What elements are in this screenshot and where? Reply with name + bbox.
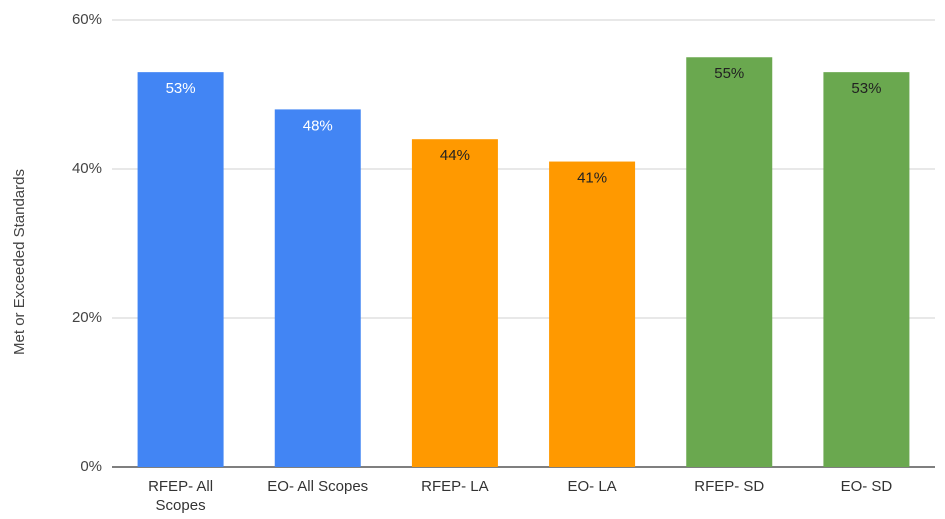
x-tick-label: RFEP- LA [421, 478, 489, 495]
data-label: 53% [166, 80, 196, 97]
y-tick-label: 20% [72, 309, 102, 326]
data-label: 48% [303, 117, 333, 134]
bar [823, 72, 910, 468]
x-tick-label: RFEP- SD [694, 478, 765, 495]
data-label: 53% [851, 80, 881, 97]
y-tick-label: 40% [72, 160, 102, 177]
y-tick-label: 0% [80, 458, 102, 475]
x-tick-label: EO- LA [567, 478, 617, 495]
bar [411, 139, 498, 467]
bar [686, 57, 773, 467]
x-tick-label: EO- All Scopes [267, 478, 369, 495]
x-tick-label: RFEP- All Scopes [148, 478, 214, 514]
data-label: 55% [714, 65, 744, 82]
bar [274, 109, 361, 468]
data-label: 44% [440, 147, 470, 164]
x-tick-label: EO- SD [840, 478, 893, 495]
data-label: 41% [577, 170, 607, 187]
y-tick-label: 60% [72, 11, 102, 28]
bar [549, 161, 636, 468]
bar [137, 72, 224, 468]
y-axis-label: Met or Exceeded Standards [11, 169, 28, 355]
